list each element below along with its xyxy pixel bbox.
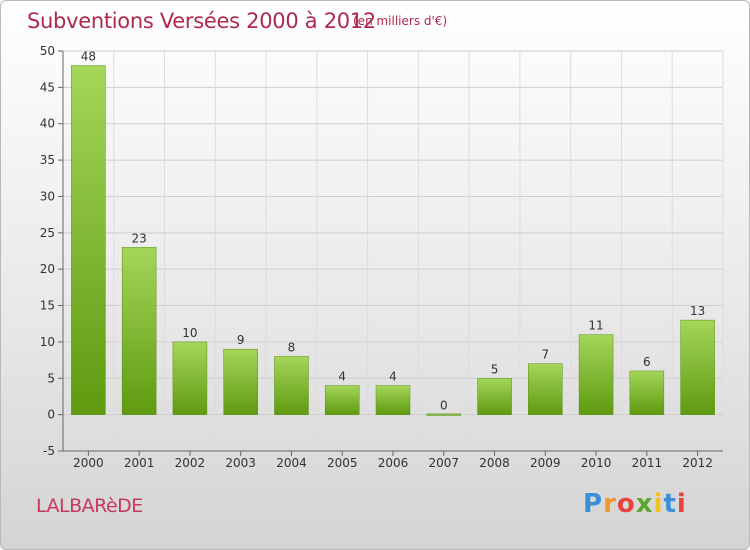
y-tick-label: 40	[40, 117, 55, 131]
data-label-2010: 11	[588, 319, 603, 333]
x-tick-label-2005: 2005	[327, 456, 358, 470]
data-label-2005: 4	[338, 370, 346, 384]
bar-2008	[477, 378, 512, 415]
bar-2012	[680, 319, 715, 415]
bars	[71, 65, 715, 416]
data-label-2003: 9	[237, 333, 245, 347]
bar-2011	[629, 370, 665, 415]
logo-letter: o	[616, 489, 636, 519]
y-tick-label: 35	[40, 153, 55, 167]
x-tick-label-2003: 2003	[225, 456, 256, 470]
bar-2003	[223, 348, 258, 415]
logo-letter: x	[635, 489, 654, 519]
data-labels: 48 23 10 9 8 4 4 0 5 7 11 6 13	[81, 50, 706, 413]
logo-letter: P	[583, 489, 604, 519]
x-tick-label-2001: 2001	[124, 456, 155, 470]
bar-2005	[324, 385, 360, 415]
data-label-2007: 0	[440, 399, 448, 413]
logo-letter: i	[653, 489, 664, 519]
bar-2009	[528, 363, 563, 415]
logo-letter: i	[676, 489, 687, 519]
x-tick-label-2010: 2010	[581, 456, 612, 470]
data-label-2009: 7	[541, 348, 549, 362]
x-tick-label-2006: 2006	[378, 456, 409, 470]
y-tick-label: 45	[40, 80, 55, 94]
y-tick-label: 10	[40, 335, 55, 349]
y-tick-label: 50	[40, 44, 55, 58]
bar-2000	[71, 65, 106, 415]
data-label-2008: 5	[491, 362, 499, 376]
commune-name: LALBARèDE	[36, 495, 143, 517]
bar-2001	[121, 247, 157, 415]
y-tick-label: 15	[40, 299, 55, 313]
bar-2007	[426, 413, 462, 416]
y-tick-label: 5	[47, 371, 55, 385]
chart-subtitle: (en milliers d'€)	[353, 14, 448, 28]
y-tick-label: 0	[47, 408, 55, 422]
data-label-2002: 10	[182, 326, 197, 340]
x-tick-label-2004: 2004	[276, 456, 307, 470]
y-tick-label: 25	[40, 226, 55, 240]
y-tick-label: 20	[40, 262, 55, 276]
bar-2010	[578, 334, 614, 415]
x-tick-label-2008: 2008	[479, 456, 510, 470]
data-label-2000: 48	[81, 50, 96, 64]
logo-letter: r	[603, 489, 617, 519]
x-tick-label-2009: 2009	[530, 456, 561, 470]
x-tick-label-2011: 2011	[632, 456, 663, 470]
data-label-2004: 8	[288, 340, 296, 354]
data-label-2006: 4	[389, 370, 397, 384]
x-tick-label-2012: 2012	[682, 456, 713, 470]
bar-2004	[274, 356, 309, 415]
x-tick-label-2000: 2000	[73, 456, 104, 470]
bar-2006	[375, 385, 411, 415]
chart-title: Subventions Versées 2000 à 2012	[27, 9, 376, 33]
data-label-2001: 23	[132, 231, 147, 245]
y-tick-label: 30	[40, 189, 55, 203]
x-tick-label-2007: 2007	[428, 456, 459, 470]
bar-2002	[172, 341, 208, 415]
logo-letter: t	[663, 489, 677, 519]
data-label-2012: 13	[690, 304, 705, 318]
proxiti-logo: Proxiti	[583, 489, 687, 519]
data-label-2011: 6	[643, 355, 651, 369]
y-tick-label: -5	[43, 444, 55, 458]
x-tick-label-2002: 2002	[175, 456, 206, 470]
